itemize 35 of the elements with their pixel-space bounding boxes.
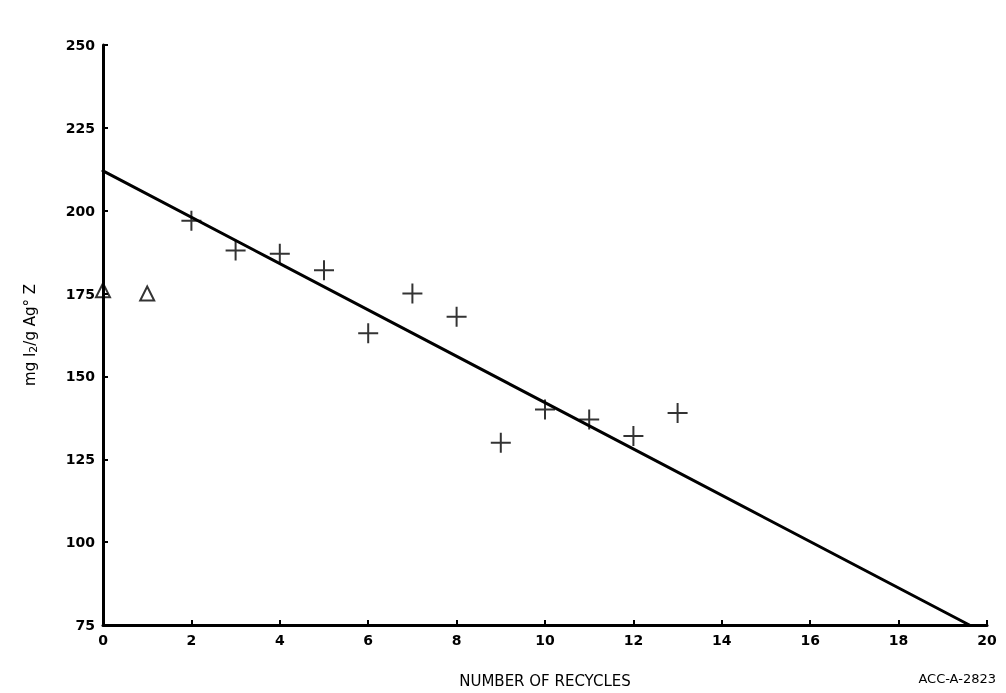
point (95, 282, 111, 299)
x-tick-label: 14 (712, 632, 732, 648)
point (357, 322, 380, 345)
point (401, 282, 424, 305)
x-tick-label: 10 (535, 632, 555, 648)
point (578, 408, 601, 431)
y-tick-label: 125 (65, 451, 95, 468)
point (224, 239, 247, 262)
point (534, 398, 556, 421)
y-tick-label: 75 (75, 617, 95, 633)
y-tick-label: 150 (65, 368, 96, 385)
x-tick-label: 20 (977, 632, 997, 648)
point (489, 431, 512, 454)
y-tick-label: 175 (65, 285, 95, 302)
point (268, 242, 291, 265)
x-tick-label: 6 (363, 632, 374, 648)
y-tick-label: 200 (65, 202, 96, 219)
point (139, 285, 156, 302)
text: ACC-A-2823 (918, 671, 996, 686)
y-tick-label: 250 (65, 37, 96, 53)
x-tick-label: 0 (98, 632, 109, 648)
point (666, 401, 689, 424)
x-tick-label: 16 (800, 632, 820, 648)
point (622, 425, 645, 448)
x-tick-label: 18 (888, 632, 909, 648)
y-tick-label: 225 (65, 119, 95, 136)
point (445, 305, 468, 328)
y-axis-title: mg I2/g Ag° Z (20, 284, 40, 386)
x-axis-title: NUMBER OF RECYCLES (459, 671, 631, 690)
x-tick-label: 8 (451, 632, 462, 648)
x-tick-label: 4 (274, 632, 285, 648)
x-tick-label: 12 (623, 632, 644, 648)
x-tick-label: 2 (186, 632, 197, 648)
point (313, 259, 335, 282)
y-tick-label: 100 (65, 534, 96, 551)
